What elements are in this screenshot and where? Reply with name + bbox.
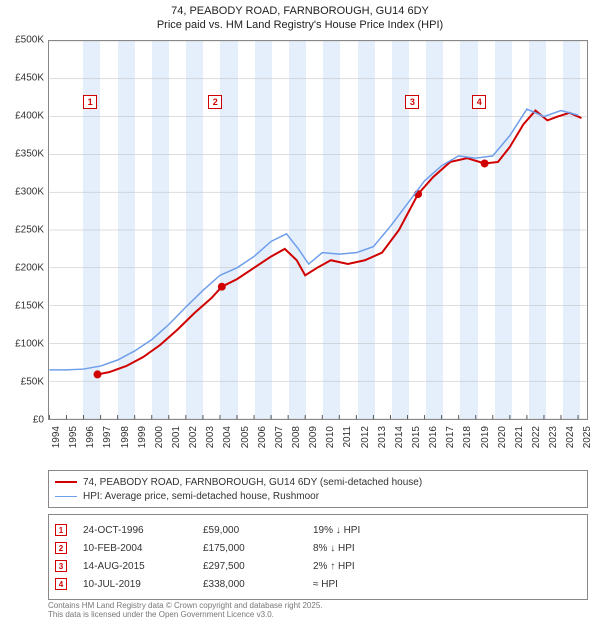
x-tick-label: 2017 [445, 426, 456, 448]
event-price: £175,000 [203, 543, 313, 554]
event-hpi-delta: ≈ HPI [313, 579, 423, 590]
y-tick-label: £450K [15, 73, 44, 84]
x-tick-label: 2001 [171, 426, 182, 448]
x-tick-label: 2003 [205, 426, 216, 448]
x-tick-label: 2016 [428, 426, 439, 448]
y-tick-label: £200K [15, 263, 44, 274]
legend-row: 74, PEABODY ROAD, FARNBOROUGH, GU14 6DY … [55, 475, 581, 489]
y-tick-label: £150K [15, 301, 44, 312]
event-price: £59,000 [203, 525, 313, 536]
event-marker-box: 1 [55, 524, 67, 536]
data-point-4 [481, 159, 489, 167]
x-tick-label: 1998 [120, 426, 131, 448]
x-tick-label: 2005 [240, 426, 251, 448]
x-tick-label: 2019 [480, 426, 491, 448]
chart-title-line1: 74, PEABODY ROAD, FARNBOROUGH, GU14 6DY [0, 4, 600, 18]
chart-title-block: 74, PEABODY ROAD, FARNBOROUGH, GU14 6DY … [0, 0, 600, 35]
x-tick-label: 2008 [291, 426, 302, 448]
x-tick-label: 2010 [325, 426, 336, 448]
x-tick-label: 2025 [582, 426, 593, 448]
events-table: 1 24-OCT-1996£59,00019% ↓ HPI 2 10-FEB-2004… [48, 514, 588, 600]
chart-title-line2: Price paid vs. HM Land Registry's House … [0, 18, 600, 32]
x-tick-label: 1994 [51, 426, 62, 448]
footer-attribution: Contains HM Land Registry data © Crown c… [48, 602, 588, 620]
x-tick-label: 2004 [222, 426, 233, 448]
marker-box-3: 3 [405, 95, 419, 109]
data-point-2 [218, 283, 226, 291]
x-tick-label: 1996 [85, 426, 96, 448]
x-tick-label: 2002 [188, 426, 199, 448]
series-price_paid [97, 111, 581, 375]
x-tick-label: 2022 [531, 426, 542, 448]
event-marker-box: 4 [55, 578, 67, 590]
legend-row: HPI: Average price, semi-detached house,… [55, 489, 581, 503]
y-tick-label: £0 [33, 415, 44, 426]
event-hpi-delta: 8% ↓ HPI [313, 543, 423, 554]
event-row: 3 14-AUG-2015£297,5002% ↑ HPI [55, 557, 581, 575]
chart-legend: 74, PEABODY ROAD, FARNBOROUGH, GU14 6DY … [48, 470, 588, 508]
event-date: 10-JUL-2019 [83, 579, 203, 590]
x-tick-label: 2006 [257, 426, 268, 448]
legend-swatch [55, 496, 77, 497]
event-date: 10-FEB-2004 [83, 543, 203, 554]
x-tick-label: 1997 [102, 426, 113, 448]
x-tick-label: 2009 [308, 426, 319, 448]
legend-swatch [55, 481, 77, 483]
event-hpi-delta: 19% ↓ HPI [313, 525, 423, 536]
event-price: £338,000 [203, 579, 313, 590]
x-tick-label: 2018 [462, 426, 473, 448]
x-tick-label: 2014 [394, 426, 405, 448]
marker-box-1: 1 [83, 95, 97, 109]
event-date: 14-AUG-2015 [83, 561, 203, 572]
legend-label: 74, PEABODY ROAD, FARNBOROUGH, GU14 6DY … [83, 477, 422, 488]
y-tick-label: £400K [15, 111, 44, 122]
event-marker-box: 2 [55, 542, 67, 554]
y-tick-label: £50K [21, 377, 44, 388]
series-hpi [49, 109, 578, 370]
y-axis-labels: £0£50K£100K£150K£200K£250K£300K£350K£400… [0, 40, 46, 420]
x-tick-label: 2023 [548, 426, 559, 448]
event-marker-box: 3 [55, 560, 67, 572]
footer-line2: This data is licensed under the Open Gov… [48, 611, 588, 620]
x-tick-label: 2015 [411, 426, 422, 448]
y-tick-label: £250K [15, 225, 44, 236]
x-tick-label: 2011 [342, 426, 353, 448]
y-tick-label: £300K [15, 187, 44, 198]
x-tick-label: 2000 [154, 426, 165, 448]
event-date: 24-OCT-1996 [83, 525, 203, 536]
marker-box-4: 4 [472, 95, 486, 109]
event-row: 4 10-JUL-2019£338,000≈ HPI [55, 575, 581, 593]
marker-box-2: 2 [208, 95, 222, 109]
data-point-1 [94, 370, 102, 378]
event-row: 1 24-OCT-1996£59,00019% ↓ HPI [55, 521, 581, 539]
x-tick-label: 2021 [514, 426, 525, 448]
x-tick-label: 2020 [497, 426, 508, 448]
chart-plot-area: 1 2 3 4 [48, 40, 588, 420]
x-tick-label: 2012 [360, 426, 371, 448]
event-row: 2 10-FEB-2004£175,0008% ↓ HPI [55, 539, 581, 557]
x-tick-label: 2007 [274, 426, 285, 448]
x-tick-label: 1999 [137, 426, 148, 448]
chart-svg [49, 41, 587, 419]
y-tick-label: £100K [15, 339, 44, 350]
x-tick-label: 2024 [565, 426, 576, 448]
event-price: £297,500 [203, 561, 313, 572]
y-tick-label: £500K [15, 35, 44, 46]
x-tick-label: 1995 [68, 426, 79, 448]
legend-label: HPI: Average price, semi-detached house,… [83, 491, 319, 502]
event-hpi-delta: 2% ↑ HPI [313, 561, 423, 572]
y-tick-label: £350K [15, 149, 44, 160]
x-tick-label: 2013 [377, 426, 388, 448]
